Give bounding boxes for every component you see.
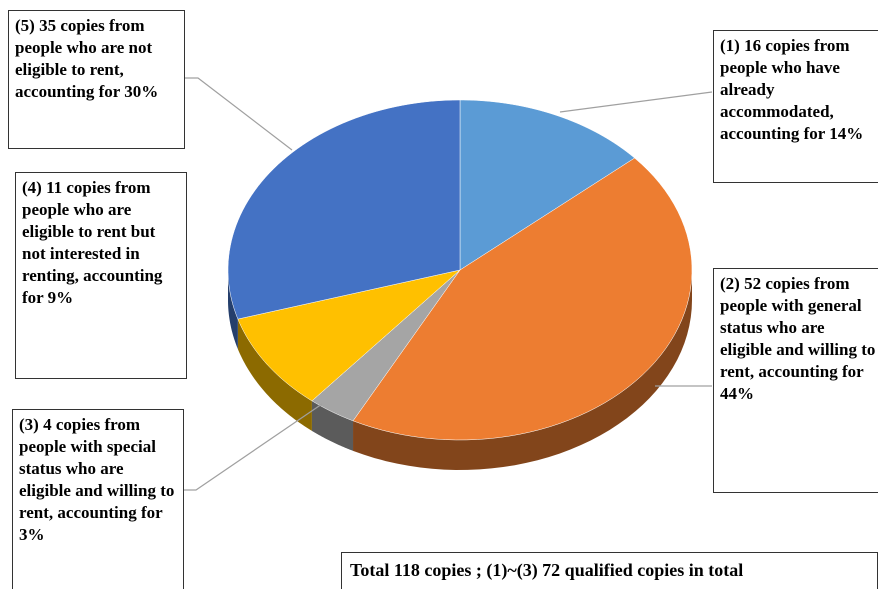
slice-label: (5) 35 copies from people who are not el… — [8, 10, 185, 149]
slice — [237, 269, 461, 402]
slice-label: (1) 16 copies from people who have alrea… — [713, 30, 878, 183]
leader-line — [185, 77, 293, 151]
slice — [227, 99, 461, 320]
slice — [311, 269, 461, 422]
slice — [459, 99, 636, 271]
leader-line — [184, 403, 323, 491]
slice-label: (2) 52 copies from people with general s… — [713, 268, 878, 493]
slice-side — [353, 270, 692, 470]
slice-label: (3) 4 copies from people with special st… — [12, 409, 184, 589]
slice-side — [228, 270, 238, 350]
slice — [352, 157, 693, 441]
slice-label: (4) 11 copies from people who are eligib… — [15, 172, 187, 379]
leader-line — [559, 91, 713, 113]
slice-side — [237, 319, 312, 431]
slice-side — [311, 400, 354, 451]
total-note: Total 118 copies ; (1)~(3) 72 qualified … — [341, 552, 878, 589]
